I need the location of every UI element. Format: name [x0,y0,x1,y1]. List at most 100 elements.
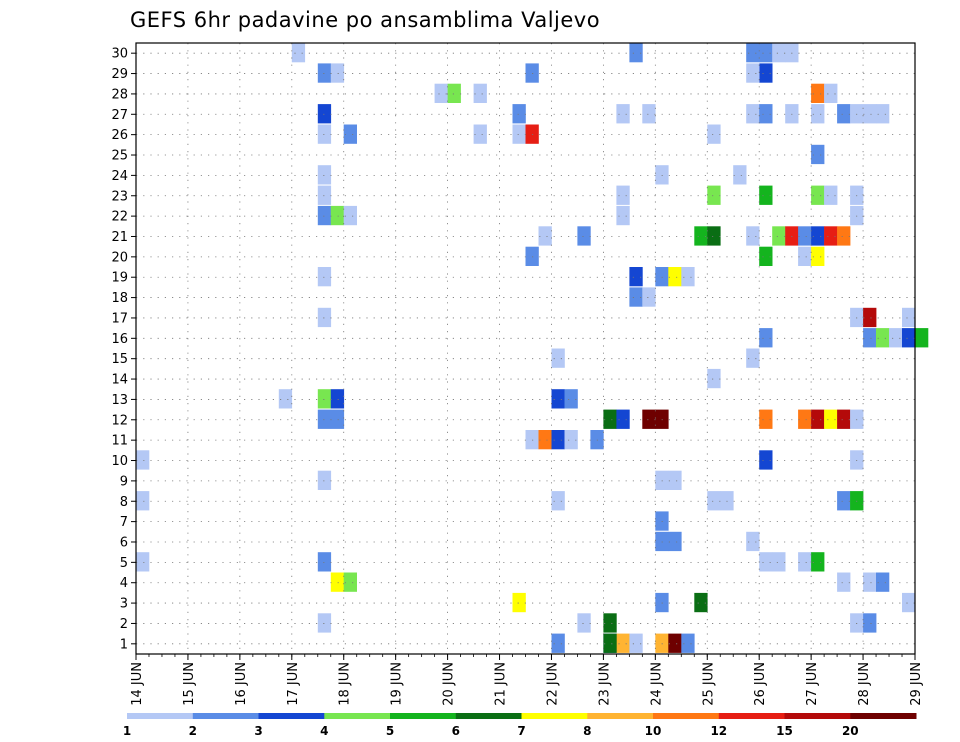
heatmap-cell [603,409,617,429]
heatmap-cell [863,307,877,328]
heatmap-cell [863,104,877,124]
heatmap-cell [512,124,526,144]
heatmap-cell [525,124,539,144]
heatmap-cell [785,104,799,124]
heatmap-cell [707,124,721,144]
heatmap-cell [136,552,150,572]
heatmap-cell [798,246,812,266]
heatmap-cell [824,226,838,246]
heatmap-cell [772,43,786,63]
colorbar-swatch [390,713,457,719]
heatmap-cell [317,307,332,328]
heatmap-cell [759,450,773,470]
heatmap-cell [564,430,578,450]
x-tick-label: 21 JUN [494,662,509,706]
heatmap-cell [291,43,306,63]
heatmap-cell [759,185,773,205]
heatmap-cell [837,491,851,511]
heatmap-cell [798,409,812,429]
heatmap-cell [538,430,552,450]
x-tick-label: 24 JUN [649,662,664,706]
heatmap-cell [824,185,838,205]
colorbar-swatch [784,713,851,719]
heatmap-cell [746,104,760,124]
heatmap-cell [473,124,487,144]
heatmap-cell [655,470,669,490]
y-tick-label: 1 [120,637,128,652]
heatmap-cell [876,328,890,348]
heatmap-cell [811,144,825,165]
heatmap-cell [629,633,643,653]
heatmap-cell [343,124,357,144]
heatmap-cell [278,389,293,409]
y-axis: 1234567891011121314151617181920212223242… [111,47,136,652]
heatmap-cell [850,307,864,328]
heatmap-cell [655,633,669,653]
heatmap-cell [577,226,591,246]
heatmap-cell [642,104,656,124]
heatmap-cell [317,613,332,633]
heatmap-cell [772,226,786,246]
y-tick-label: 9 [120,474,128,489]
heatmap-cell [538,226,552,246]
heatmap-cell [317,104,332,124]
y-tick-label: 3 [120,597,128,612]
heatmap-cell [330,572,345,592]
heatmap-cell [136,491,150,511]
heatmap-cell [759,246,773,266]
heatmap-cell [668,633,682,653]
y-tick-label: 14 [111,373,128,388]
gridlines [136,43,915,654]
heatmap-cell [525,63,539,83]
x-tick-label: 14 JUN [130,662,145,706]
colorbar-swatch [718,713,785,719]
heatmap-cell [434,83,448,103]
y-tick-label: 7 [120,515,128,530]
heatmap-cell [759,43,773,63]
colorbar-swatch [127,713,194,719]
heatmap-cell [642,409,656,429]
heatmap-cell [642,287,656,307]
colorbar-swatch [455,713,522,719]
y-tick-label: 26 [111,128,128,143]
heatmap-cell [590,430,604,450]
heatmap-cell [330,409,345,429]
heatmap-cell [330,63,345,83]
heatmap-cell [707,368,721,389]
heatmap-cell [655,409,669,429]
heatmap-cell [850,185,864,205]
colorbar-label: 1 [123,724,131,738]
heatmap-cell [837,572,851,592]
heatmap-cell [694,592,708,613]
y-tick-label: 24 [111,169,128,184]
heatmap-cell [746,43,760,63]
x-tick-label: 27 JUN [805,662,820,706]
heatmap-cell [798,552,812,572]
x-tick-label: 20 JUN [442,662,457,706]
heatmap-cell [317,124,332,144]
heatmap-cell [681,267,695,287]
chart-title: GEFS 6hr padavine po ansamblima Valjevo [130,8,600,32]
colorbar-label: 15 [776,724,793,738]
heatmap-cell [330,389,345,409]
heatmap-cell [668,470,682,490]
y-tick-label: 27 [111,108,128,123]
heatmap-cell [733,165,747,185]
heatmap-cell [863,613,877,633]
heatmap-cell [551,389,565,409]
y-tick-label: 29 [111,67,128,82]
heatmap-cell [655,267,669,287]
heatmap-cell [746,348,760,368]
colorbar-label: 6 [452,724,460,738]
heatmap-cell [772,552,786,572]
x-axis: 14 JUN 15 JUN 16 JUN 17 JUN 18 JUN 19 JUN 20 J… [130,654,924,706]
heatmap-cell [785,43,799,63]
heatmap-cell [707,491,721,511]
colorbar-swatch [192,713,259,719]
y-tick-label: 19 [111,271,128,286]
heatmap-cell [876,104,890,124]
heatmap-cell [863,572,877,592]
heatmap-cell [317,205,332,226]
heatmap-cell [343,572,357,592]
heatmap-cell [850,613,864,633]
